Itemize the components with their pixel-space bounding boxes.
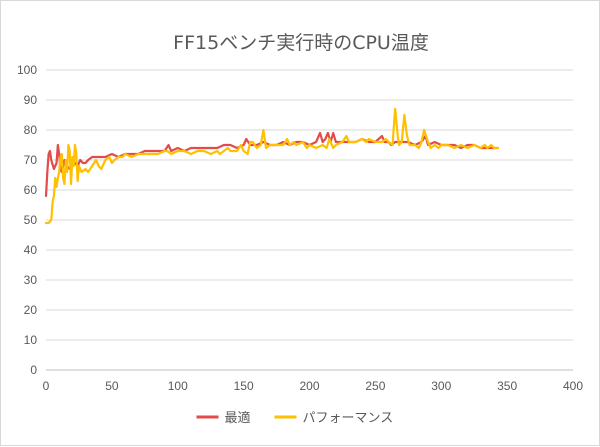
x-tick-label: 400 <box>563 379 583 393</box>
x-tick-label: 0 <box>43 379 50 393</box>
y-tick-label: 40 <box>24 243 38 257</box>
x-tick-label: 200 <box>299 379 319 393</box>
y-tick-label: 60 <box>24 183 38 197</box>
x-tick-label: 250 <box>365 379 385 393</box>
legend-label: パフォーマンス <box>303 411 394 426</box>
series-line-performance <box>44 107 499 225</box>
gridlines <box>46 69 573 341</box>
x-tick-label: 350 <box>497 379 517 393</box>
y-tick-label: 50 <box>24 213 38 227</box>
x-tick-label: 50 <box>105 379 119 393</box>
y-tick-label: 30 <box>24 273 38 287</box>
chart-title: FF15ベンチ実行時のCPU温度 <box>173 32 429 54</box>
legend: 最適 パフォーマンス <box>196 410 394 426</box>
y-tick-label: 90 <box>24 93 38 107</box>
y-tick-label: 20 <box>24 303 38 317</box>
series-lines <box>44 107 499 225</box>
y-tick-label: 100 <box>17 63 37 77</box>
y-tick-label: 80 <box>24 123 38 137</box>
series-line-saiteki <box>44 131 499 198</box>
x-tick-label: 300 <box>431 379 451 393</box>
y-tick-label: 0 <box>30 363 37 377</box>
legend-label: 最適 <box>225 410 251 426</box>
x-tick-label: 150 <box>234 379 254 393</box>
x-tick-label: 100 <box>168 379 188 393</box>
y-tick-label: 70 <box>24 153 38 167</box>
y-tick-label: 10 <box>24 333 38 347</box>
axes: 0 10 20 30 40 50 60 70 80 90 100 0 50 100 150 200 250 300… <box>17 63 583 393</box>
